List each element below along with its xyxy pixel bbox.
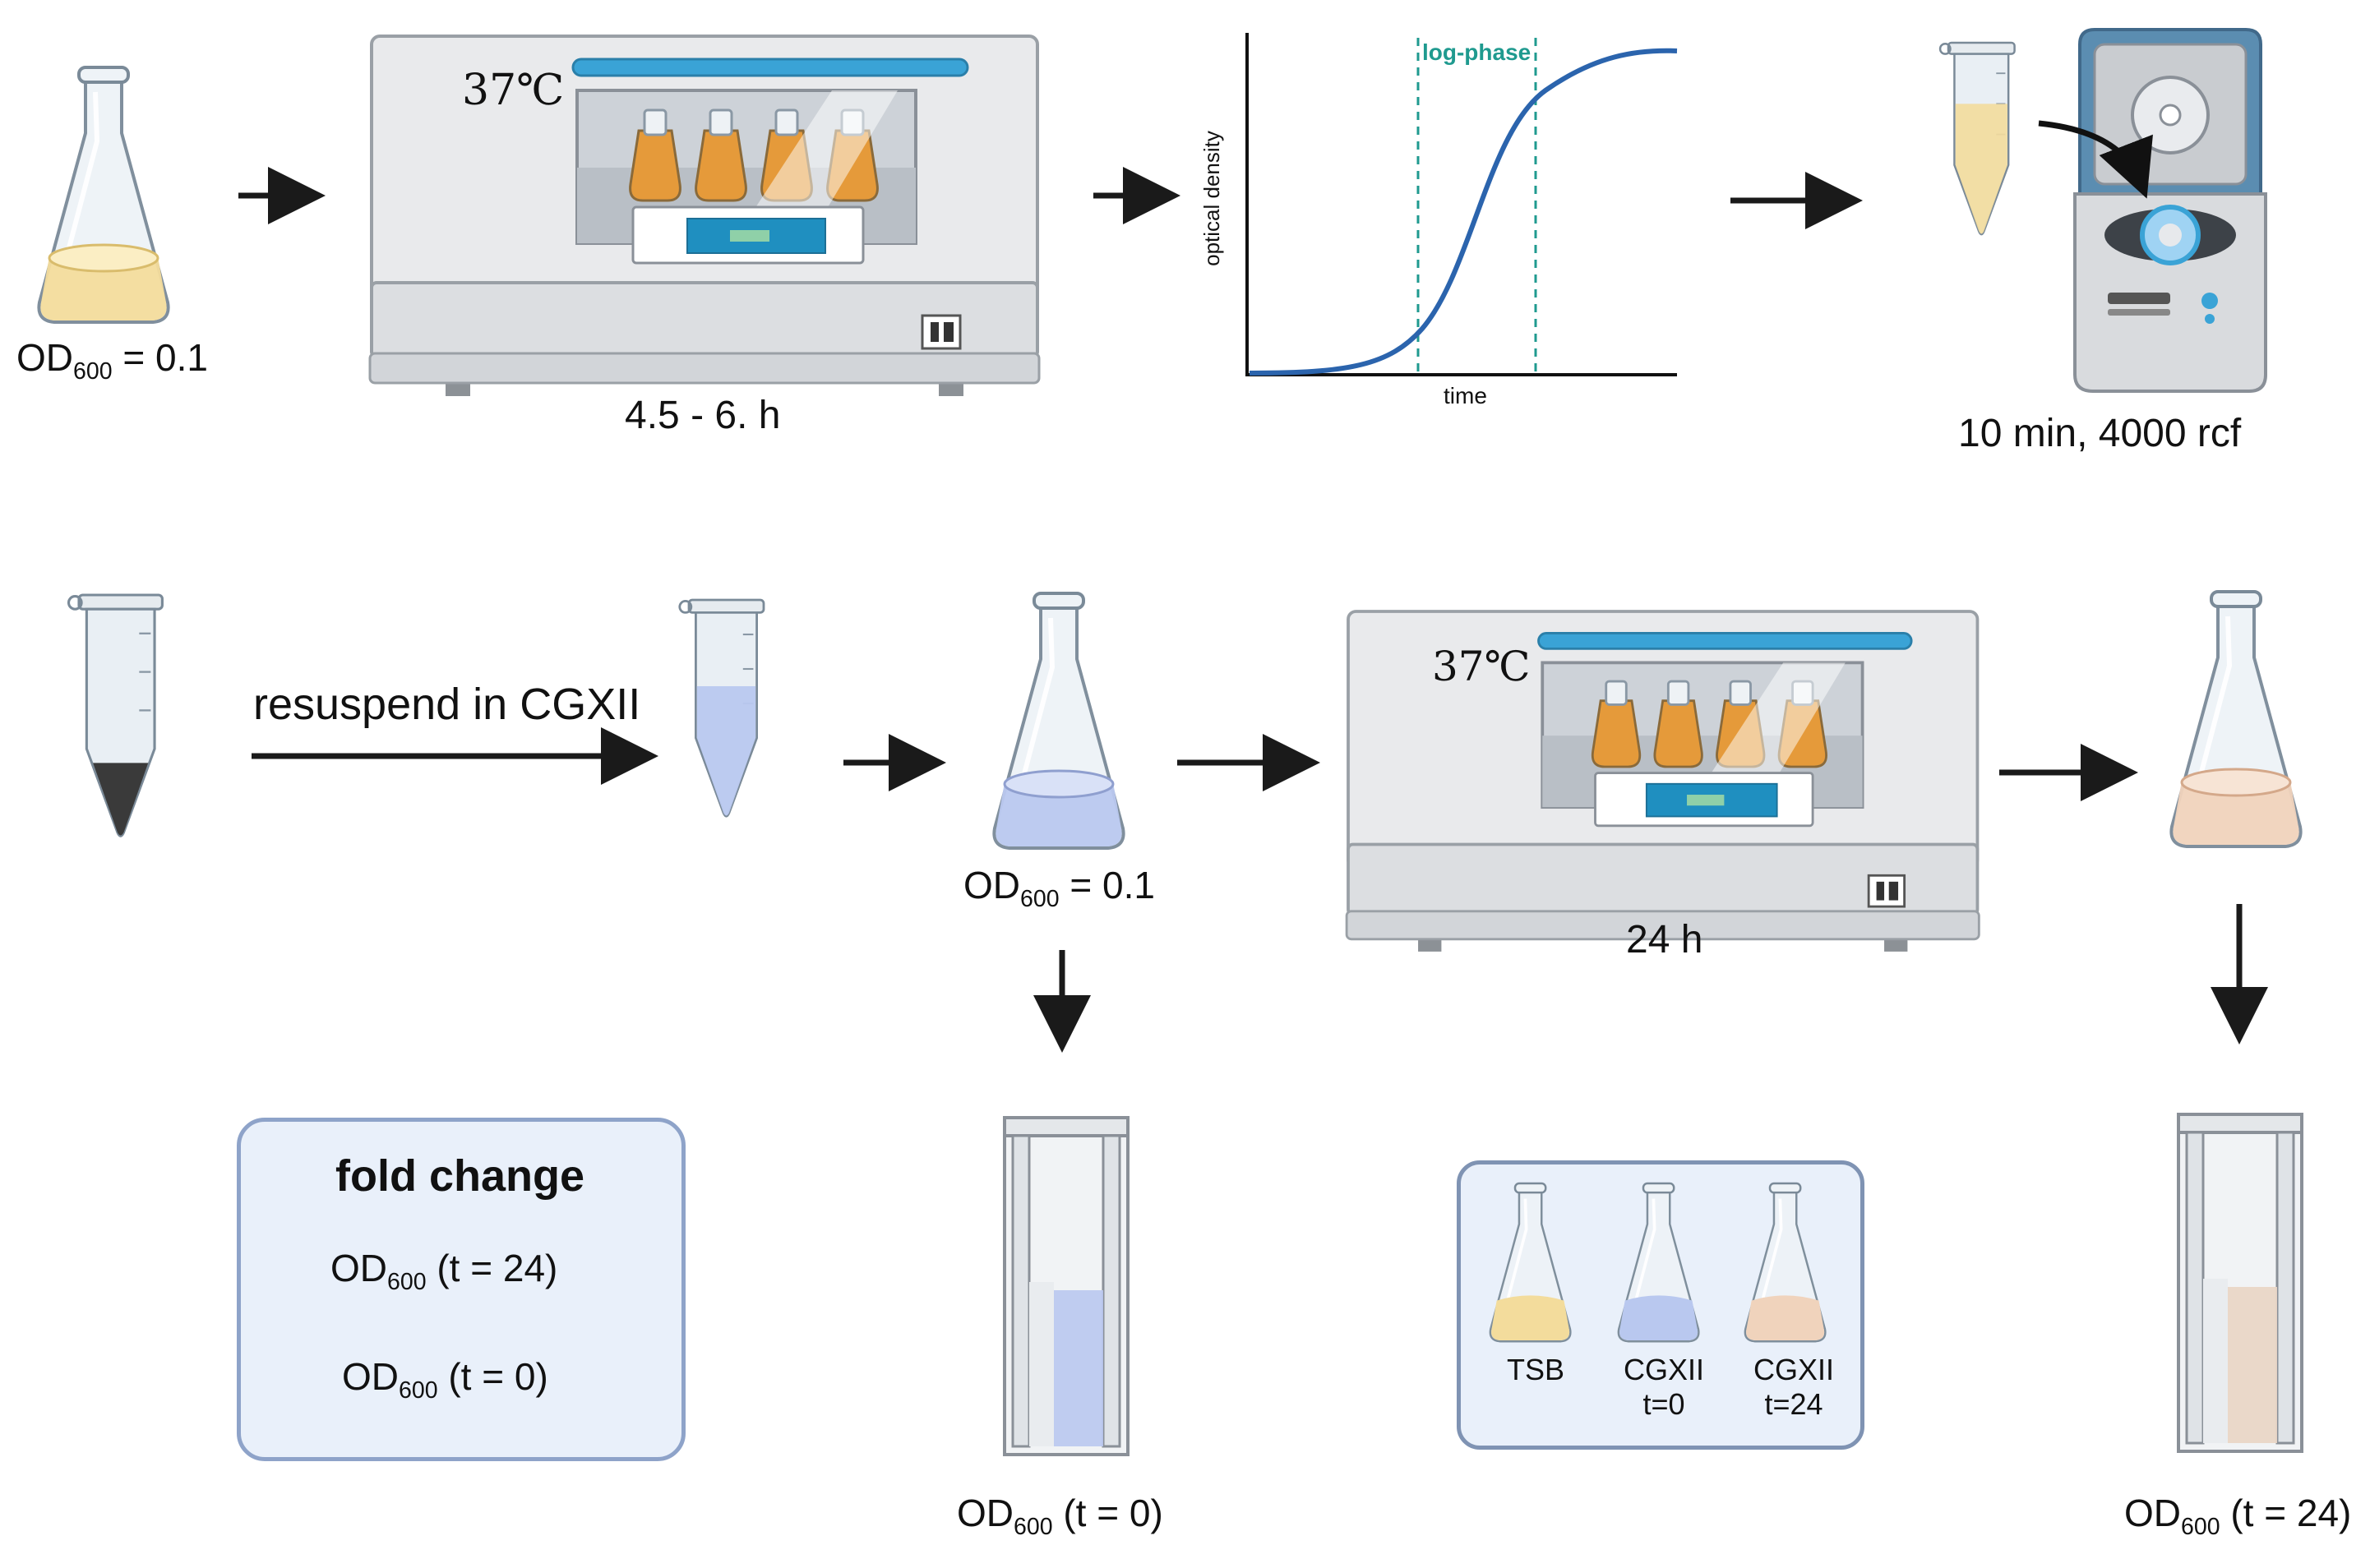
pellet-tube <box>67 593 164 837</box>
flask2-od-label: OD600 = 0.1 <box>963 864 1155 912</box>
fold-change-numerator: OD600 (t = 24) <box>330 1247 558 1295</box>
incubator2-time: 24 h <box>1626 918 1703 962</box>
centrifuge-label: 10 min, 4000 rcf <box>1958 412 2242 455</box>
legend-flask-cgxii-t24 <box>1743 1182 1827 1344</box>
legend-flasks <box>1488 1182 1827 1344</box>
fold-change-denominator: OD600 (t = 0) <box>342 1355 548 1404</box>
curve-ylabel: optical density <box>1199 131 1224 266</box>
legend-label-tsb: TSB <box>1506 1353 1564 1386</box>
fold-change-title: fold change <box>335 1151 585 1201</box>
incubator2-temp: 37℃ <box>1432 643 1531 690</box>
centrifuge-load-arrow <box>2038 120 2153 199</box>
centrifuge <box>2073 28 2267 393</box>
flask1-od-label: OD600 = 0.1 <box>16 336 208 385</box>
curve-xlabel: time <box>1444 383 1487 408</box>
resuspend-label: resuspend in CGXII <box>253 680 641 729</box>
cuvette-t24-label: OD600 (t = 24) <box>2124 1492 2352 1540</box>
legend-flask-cgxii-t0 <box>1616 1182 1701 1344</box>
growth-curve-chart <box>1245 33 1678 376</box>
log-phase-label: log-phase <box>1422 39 1531 65</box>
resuspended-tube <box>678 598 765 818</box>
growth-curve <box>1249 48 1678 376</box>
culture-flask-cgxii-t0 <box>994 593 1123 848</box>
legend-label-cgxii-t0: CGXII t=0 <box>1623 1353 1704 1421</box>
cuvette-t0-label: OD600 (t = 0) <box>957 1492 1163 1540</box>
cuvette-t24 <box>2177 1113 2303 1453</box>
legend-flask-tsb <box>1488 1182 1573 1344</box>
fold-change-box <box>237 1118 686 1461</box>
falcon-tube-culture <box>1938 41 2016 236</box>
culture-flask-tsb <box>39 67 168 322</box>
cuvette-t0 <box>1003 1116 1130 1456</box>
culture-flask-cgxii-t24 <box>2171 592 2300 846</box>
incubator1-time: 4.5 - 6. h <box>625 394 781 437</box>
incubator1-temp: 37℃ <box>462 66 565 115</box>
legend-label-cgxii-t24: CGXII t=24 <box>1753 1353 1834 1421</box>
